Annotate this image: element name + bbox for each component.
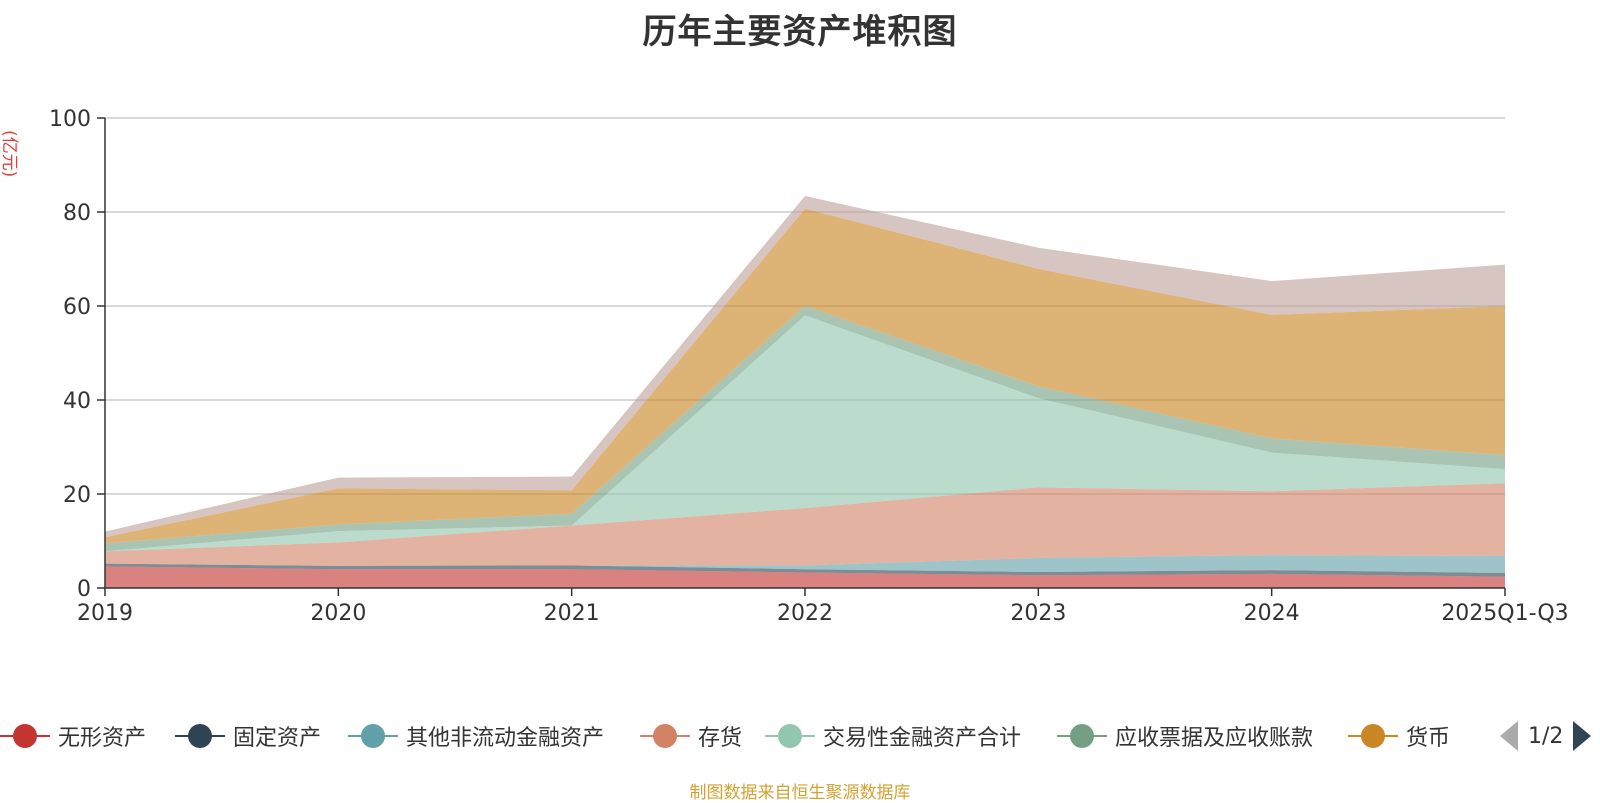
legend-marker-icon <box>765 723 815 749</box>
y-tick-label: 0 <box>77 577 91 602</box>
legend-marker-icon <box>175 723 225 749</box>
legend-label: 存货 <box>698 726 743 751</box>
y-tick-label: 100 <box>49 107 91 132</box>
area-应收票据及应收账款[interactable] <box>105 306 1505 552</box>
y-tick-label: 40 <box>63 389 91 414</box>
x-tick-label: 2023 <box>1010 601 1066 626</box>
legend-marker-icon <box>1057 723 1107 749</box>
axes: 0 20 40 60 80 100 2019 2020 2021 2022 2023 2024 2025… <box>49 107 1569 626</box>
area-交易性金融资产合计[interactable] <box>105 315 1505 552</box>
legend-item-货币[interactable]: 货币 <box>1348 714 1450 758</box>
y-tick-label: 80 <box>63 201 91 226</box>
x-tick-label: 2021 <box>544 601 600 626</box>
area-货币[interactable] <box>105 208 1505 544</box>
legend-item-存货[interactable]: 存货 <box>640 714 742 758</box>
area-series-8[interactable] <box>105 196 1505 538</box>
legend-page-indicator: 1/2 <box>1528 723 1564 749</box>
area-其他非流动金融资产[interactable] <box>105 555 1505 573</box>
legend-marker-icon <box>1348 723 1398 749</box>
legend-label: 固定资产 <box>233 726 322 751</box>
legend-next-page-icon[interactable] <box>1573 721 1592 751</box>
stacked-area-chart: 0 20 40 60 80 100 2019 2020 2021 2022 2023 2024 2025… <box>49 107 1569 626</box>
legend-label: 其他非流动金融资产 <box>406 726 605 751</box>
legend-marker-icon <box>640 723 690 749</box>
legend-item-固定资产[interactable]: 固定资产 <box>175 714 321 758</box>
y-axis-unit-label: (亿元) <box>0 130 19 178</box>
legend-label: 货币 <box>1406 726 1451 751</box>
legend-marker-icon <box>348 723 398 749</box>
x-tick-label: 2022 <box>777 601 833 626</box>
legend-label: 应收票据及应收账款 <box>1115 726 1314 751</box>
y-tick-label: 20 <box>63 483 91 508</box>
x-tick-label: 2020 <box>310 601 366 626</box>
y-tick-label: 60 <box>63 295 91 320</box>
area-layer <box>105 196 1505 588</box>
area-固定资产[interactable] <box>105 563 1505 577</box>
legend-item-交易性金融资产合计[interactable]: 交易性金融资产合计 <box>765 714 1021 758</box>
legend-item-其他非流动金融资产[interactable]: 其他非流动金融资产 <box>348 714 604 758</box>
area-无形资产[interactable] <box>105 566 1505 588</box>
legend-item-应收票据及应收账款[interactable]: 应收票据及应收账款 <box>1057 714 1313 758</box>
legend-prev-page-icon[interactable] <box>1500 721 1518 751</box>
x-tick-label: 2025Q1-Q3 <box>1441 601 1568 626</box>
data-source-note: 制图数据来自恒生聚源数据库 <box>689 783 911 803</box>
x-tick-label: 2019 <box>77 601 133 626</box>
x-tick-label: 2024 <box>1244 601 1300 626</box>
legend-item-无形资产[interactable]: 无形资产 <box>0 714 146 758</box>
chart-title: 历年主要资产堆积图 <box>642 12 958 52</box>
legend-label: 交易性金融资产合计 <box>823 726 1022 751</box>
area-存货[interactable] <box>105 483 1505 566</box>
legend-label: 无形资产 <box>58 726 147 751</box>
legend: 无形资产 固定资产 其他非流动金融资产 存货 交易性金融资产合计 应收票据及应收账款 货币 … <box>0 714 1600 758</box>
legend-marker-icon <box>0 723 50 749</box>
legend-pagination: 1/2 <box>1500 714 1592 758</box>
